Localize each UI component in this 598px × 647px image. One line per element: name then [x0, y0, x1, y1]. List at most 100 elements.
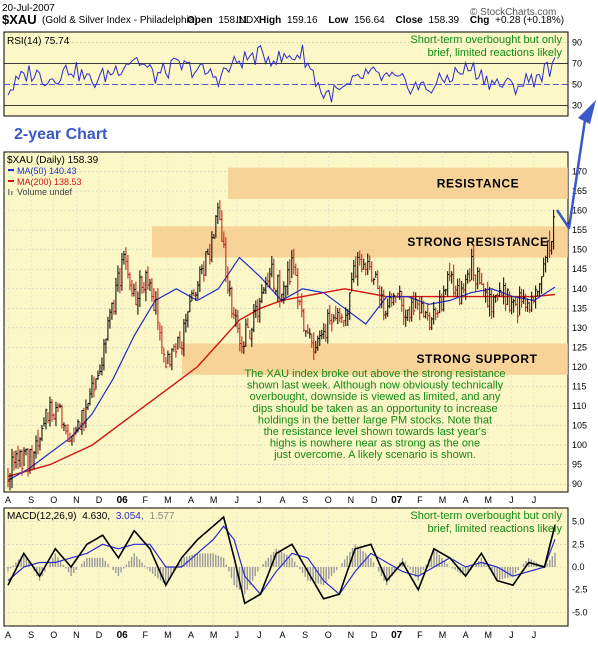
macd-month-label: A: [280, 630, 286, 640]
macd-note-line-1: Short-term overbought but only: [410, 510, 562, 522]
legend-ma50: MA(50) 140.43: [17, 166, 77, 176]
legend-volume-swatch-2: [11, 191, 13, 195]
price-tick-label: 110: [572, 401, 586, 411]
header-copyright: © StockCharts.com: [470, 7, 556, 18]
chart-header: 20-Jul-2007 $XAU (Gold & Silver Index - …: [2, 3, 564, 27]
price-tick-label: 145: [572, 264, 587, 274]
price-month-label: S: [28, 495, 34, 505]
macd-hist-value: 1.577: [149, 511, 174, 522]
price-panel: RESISTANCE STRONG RESISTANCE STRONG SUPPOR…: [3, 151, 587, 493]
commentary-line: the resistance level shown towards last …: [264, 426, 487, 438]
macd-value: 4.630,: [82, 511, 110, 522]
price-tick-label: 135: [572, 303, 587, 313]
price-month-label: J: [257, 495, 262, 505]
header-ohlc: Open 158.11 High 159.16 Low 156.64 Close…: [187, 15, 564, 26]
macd-signal-value: 3.054,: [116, 511, 144, 522]
price-tick-label: 165: [572, 186, 587, 196]
price-month-label: D: [96, 495, 103, 505]
legend-volume-swatch: [8, 189, 10, 195]
macd-month-label: J: [235, 630, 240, 640]
rsi-panel: 90 70 50 30 RSI(14) 75.74 Short-term overbo…: [3, 31, 582, 143]
band-label: RESISTANCE: [437, 176, 519, 190]
rsi-tick-label: 30: [572, 101, 582, 111]
band-resistance: [228, 167, 568, 199]
macd-month-label: A: [463, 630, 469, 640]
chg-value: +0.28 (+0.18%): [495, 15, 564, 26]
macd-month-label: J: [509, 630, 514, 640]
price-tick-label: 150: [572, 245, 587, 255]
scenario-arrow-head: [578, 100, 596, 124]
rsi-tick-label: 50: [572, 80, 582, 90]
rsi-frame: [3, 31, 569, 117]
macd-tick-label: 0.0: [572, 562, 585, 572]
price-month-label: N: [348, 495, 355, 505]
macd-month-label: N: [73, 630, 80, 640]
macd-month-label: 06: [117, 630, 129, 641]
macd-tick-label: -2.5: [572, 585, 588, 595]
rsi-label: RSI(14) 75.74: [7, 36, 70, 47]
price-month-label: 06: [117, 495, 129, 506]
macd-month-label: 07: [391, 630, 403, 641]
macd-tick-label: -5.0: [572, 607, 588, 617]
band-strong-support: [182, 343, 568, 375]
legend-ma200: MA(200) 138.53: [17, 177, 82, 187]
macd-label: MACD(12,26,9): [7, 511, 76, 522]
price-tick-label: 105: [572, 421, 587, 431]
low-label: Low: [328, 15, 348, 26]
commentary-line: dips should be taken as an opportunity t…: [252, 403, 497, 415]
macd-tick-label: 2.5: [572, 539, 585, 549]
chg-label: Chg: [470, 15, 489, 26]
price-month-label: M: [210, 495, 218, 505]
price-month-label: M: [164, 495, 172, 505]
macd-month-label: J: [257, 630, 262, 640]
header-exchange: INDX: [236, 15, 260, 26]
macd-month-label: M: [210, 630, 218, 640]
macd-month-label: O: [325, 630, 332, 640]
header-symbol: $XAU: [2, 12, 37, 27]
macd-tick-label: 5.0: [572, 517, 585, 527]
price-month-label: M: [439, 495, 447, 505]
macd-month-label: N: [348, 630, 355, 640]
macd-month-label: A: [188, 630, 194, 640]
band-label: STRONG RESISTANCE: [407, 235, 548, 249]
high-value: 159.16: [287, 15, 318, 26]
open-value: 158.11: [218, 15, 248, 26]
band-label: STRONG SUPPORT: [416, 352, 537, 366]
price-month-label: J: [235, 495, 240, 505]
scenario-arrow: [555, 100, 596, 230]
price-tick-label: 125: [572, 342, 587, 352]
macd-panel: 5.0 2.5 0.0 -2.5 -5.0 MACD(12,26,9) 4.630, 3…: [3, 507, 588, 627]
rsi-tick-label: 90: [572, 38, 582, 48]
macd-legend: MACD(12,26,9) 4.630, 3.054, 1.577: [7, 511, 175, 522]
rsi-tick-label: 70: [572, 59, 582, 69]
price-month-label: A: [188, 495, 194, 505]
header-date: 20-Jul-2007: [2, 3, 55, 14]
price-month-label: A: [463, 495, 469, 505]
macd-month-label: F: [143, 630, 149, 640]
price-month-label: N: [73, 495, 80, 505]
macd-month-label: O: [50, 630, 57, 640]
high-label: High: [259, 15, 281, 26]
legend-volume: Volume undef: [17, 187, 73, 197]
macd-month-label: J: [532, 630, 537, 640]
macd-month-label: M: [439, 630, 447, 640]
price-month-label: O: [325, 495, 332, 505]
price-month-label: A: [280, 495, 286, 505]
price-tick-label: 120: [572, 362, 587, 372]
commentary-line: highs is nowhere near as strong as the o…: [270, 438, 480, 450]
price-month-label: 07: [391, 495, 403, 506]
close-value: 158.39: [429, 15, 460, 26]
commentary: The XAU index broke out above the strong…: [244, 368, 505, 461]
price-month-axis: A S O N D 06 F M A M J J A S O N D 07 F M A M J J: [5, 495, 536, 506]
price-tick-label: 160: [572, 206, 587, 216]
price-tick-label: 90: [572, 479, 582, 489]
price-tick-label: 170: [572, 167, 587, 177]
price-month-label: S: [302, 495, 308, 505]
macd-line: [7, 515, 556, 605]
macd-month-label: D: [96, 630, 103, 640]
price-tick-label: 100: [572, 440, 587, 450]
open-label: Open: [187, 15, 213, 26]
macd-note-line-2: brief, limited reactions likely: [428, 523, 563, 535]
scenario-arrow-path: [555, 119, 587, 230]
